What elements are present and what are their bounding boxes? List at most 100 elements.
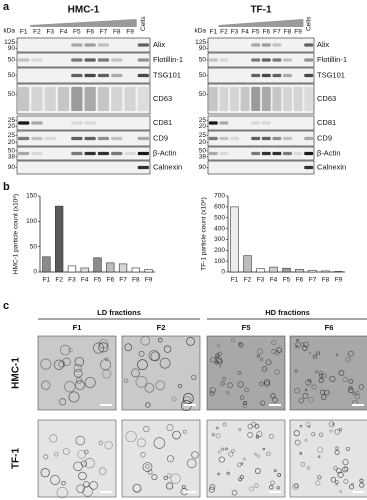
bar xyxy=(269,266,278,273)
scale-bar xyxy=(269,491,281,493)
blot-strip xyxy=(16,37,151,53)
x-tick-label: F4 xyxy=(81,277,89,284)
blot-band xyxy=(111,73,123,78)
protein-label: β-Actin xyxy=(317,148,341,157)
em-vesicle xyxy=(182,393,194,404)
em-vesicle xyxy=(334,449,340,455)
blot-band xyxy=(57,87,70,111)
em-vesicle xyxy=(209,484,216,490)
em-vesicle xyxy=(84,376,96,389)
blot-band xyxy=(137,73,149,78)
em-vesicle xyxy=(136,438,147,448)
em-vesicle xyxy=(299,452,303,455)
protein-label: CD81 xyxy=(153,118,172,127)
bar xyxy=(295,268,304,273)
blot-band xyxy=(71,58,83,62)
bar xyxy=(256,268,265,273)
kda-label: 50 xyxy=(8,91,16,98)
em-vesicle xyxy=(209,391,215,396)
em-vesicle xyxy=(273,469,277,472)
lane-label: F3 xyxy=(46,29,54,36)
blot-band xyxy=(44,87,56,111)
lane-label: F6 xyxy=(263,29,271,36)
blot-band xyxy=(219,58,229,62)
em-vesicle xyxy=(265,359,272,366)
em-vesicle xyxy=(182,429,187,434)
blot-strip xyxy=(207,146,315,161)
em-vesicle xyxy=(259,381,264,387)
em-vesicle xyxy=(307,425,311,428)
em-vesicle xyxy=(220,381,225,386)
em-vesicle xyxy=(157,337,163,343)
y-tick-label: 0 xyxy=(33,269,37,276)
blot-band xyxy=(208,87,218,111)
blot-strip xyxy=(207,115,315,131)
em-vesicle xyxy=(271,348,277,354)
em-vesicle xyxy=(68,347,73,353)
em-vesicle xyxy=(50,475,60,485)
y-tick-label: 600 xyxy=(214,204,225,211)
blot-band xyxy=(137,58,149,62)
em-vesicle xyxy=(218,456,225,463)
blot-band xyxy=(111,151,123,156)
blot-band xyxy=(251,58,261,62)
scale-bar xyxy=(184,404,196,406)
lane-label: F1 xyxy=(20,29,28,36)
em-vesicle xyxy=(74,356,85,367)
em-vesicle xyxy=(316,351,320,356)
em-vesicle xyxy=(271,339,277,346)
em-vesicle xyxy=(260,400,266,406)
em-vesicle xyxy=(256,431,263,438)
x-tick-label: F8 xyxy=(132,277,140,284)
kda-label: 38 xyxy=(199,153,207,160)
em-vesicle xyxy=(98,467,107,476)
y-tick-label: 200 xyxy=(214,247,225,254)
blot-band xyxy=(304,58,314,62)
em-vesicle xyxy=(329,375,336,382)
em-vesicle xyxy=(145,402,151,408)
em-vesicle xyxy=(62,357,71,367)
em-vesicle xyxy=(64,381,76,393)
bar xyxy=(106,262,115,273)
blot-band xyxy=(304,43,314,47)
em-vesicle xyxy=(348,350,354,357)
x-tick-label: F9 xyxy=(335,277,343,284)
em-vesicle xyxy=(217,359,223,365)
em-vesicle xyxy=(319,389,326,395)
em-vesicle xyxy=(302,345,308,351)
em-vesicle xyxy=(147,469,153,475)
em-vesicle xyxy=(100,359,112,371)
em-vesicle xyxy=(226,471,230,476)
blot-band xyxy=(272,58,282,62)
blot-band xyxy=(137,165,149,170)
em-vesicle xyxy=(61,480,66,486)
protein-label: Calnexin xyxy=(317,162,346,171)
em-vesicle xyxy=(43,454,49,460)
x-tick-label: F9 xyxy=(145,277,153,284)
bar xyxy=(93,257,102,273)
blot-band xyxy=(137,136,149,141)
blot-band xyxy=(272,151,282,156)
blot-band xyxy=(283,151,292,156)
em-vesicle xyxy=(294,387,300,394)
em-vesicle xyxy=(238,477,243,482)
scale-bar xyxy=(352,491,364,493)
em-vesicle xyxy=(102,369,112,379)
panel-label: c xyxy=(3,300,9,312)
em-vesicle xyxy=(342,376,348,382)
em-vesicle xyxy=(80,460,88,467)
em-vesicle xyxy=(181,484,186,489)
em-vesicle xyxy=(186,458,197,469)
x-tick-label: F1 xyxy=(231,277,239,284)
em-vesicle xyxy=(84,457,95,469)
scale-bar xyxy=(184,491,196,493)
bar xyxy=(118,263,128,273)
em-vesicle xyxy=(317,475,322,480)
em-vesicle xyxy=(220,447,225,451)
em-vesicle xyxy=(256,348,264,355)
blot-strip xyxy=(207,160,315,175)
em-vesicle xyxy=(293,430,300,437)
em-vesicle xyxy=(171,396,177,402)
em-vesicle xyxy=(348,379,354,384)
protein-label: CD9 xyxy=(317,133,332,142)
